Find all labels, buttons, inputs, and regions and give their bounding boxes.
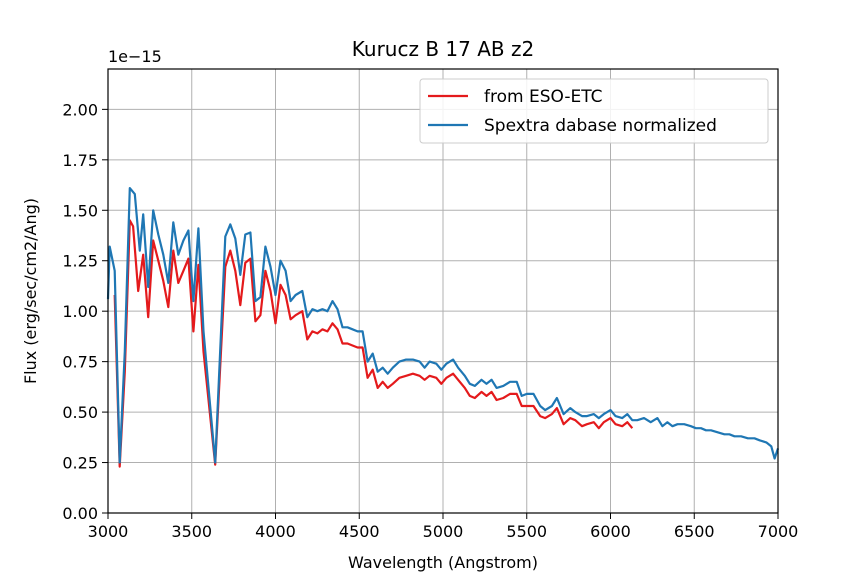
x-tick-label: 4500 (339, 522, 380, 541)
y-axis-title: Flux (erg/sec/cm2/Ang) (21, 198, 40, 384)
y-offset-label: 1e−15 (108, 47, 162, 66)
series-layer (106, 187, 780, 468)
x-tick-label: 6000 (590, 522, 631, 541)
y-axis: 0.00 0.25 0.50 0.75 1.00 1.25 1.50 1.75 2.00 (62, 100, 108, 523)
x-tick-label: 7000 (758, 522, 799, 541)
x-tick-label: 5000 (423, 522, 464, 541)
y-tick-label: 0.50 (62, 403, 98, 422)
series-line-from-eso-etc (113, 219, 634, 468)
y-tick-label: 1.75 (62, 151, 98, 170)
x-tick-label: 5500 (506, 522, 547, 541)
y-tick-label: 1.25 (62, 252, 98, 271)
x-tick-label: 3000 (88, 522, 129, 541)
x-tick-label: 4000 (255, 522, 296, 541)
y-tick-label: 0.25 (62, 454, 98, 473)
y-tick-label: 1.50 (62, 201, 98, 220)
legend-label-spextra: Spextra dabase normalized (484, 116, 717, 136)
x-axis: 3000 3500 4000 4500 5000 5500 6000 6500 7000 (88, 513, 799, 541)
y-tick-label: 0.00 (62, 504, 98, 523)
y-tick-label: 0.75 (62, 353, 98, 372)
legend-box (419, 78, 769, 144)
legend-label-eso-etc: from ESO-ETC (484, 87, 603, 107)
chart-title: Kurucz B 17 AB z2 (352, 37, 534, 61)
x-tick-label: 6500 (674, 522, 715, 541)
series-line-spextra-dabase-normalized (106, 187, 780, 464)
y-tick-label: 2.00 (62, 100, 98, 119)
legend: from ESO-ETC Spextra dabase normalized (419, 78, 769, 144)
x-axis-title: Wavelength (Angstrom) (348, 553, 538, 572)
x-tick-label: 3500 (171, 522, 212, 541)
plot-frame (107, 68, 779, 514)
y-tick-label: 1.00 (62, 302, 98, 321)
